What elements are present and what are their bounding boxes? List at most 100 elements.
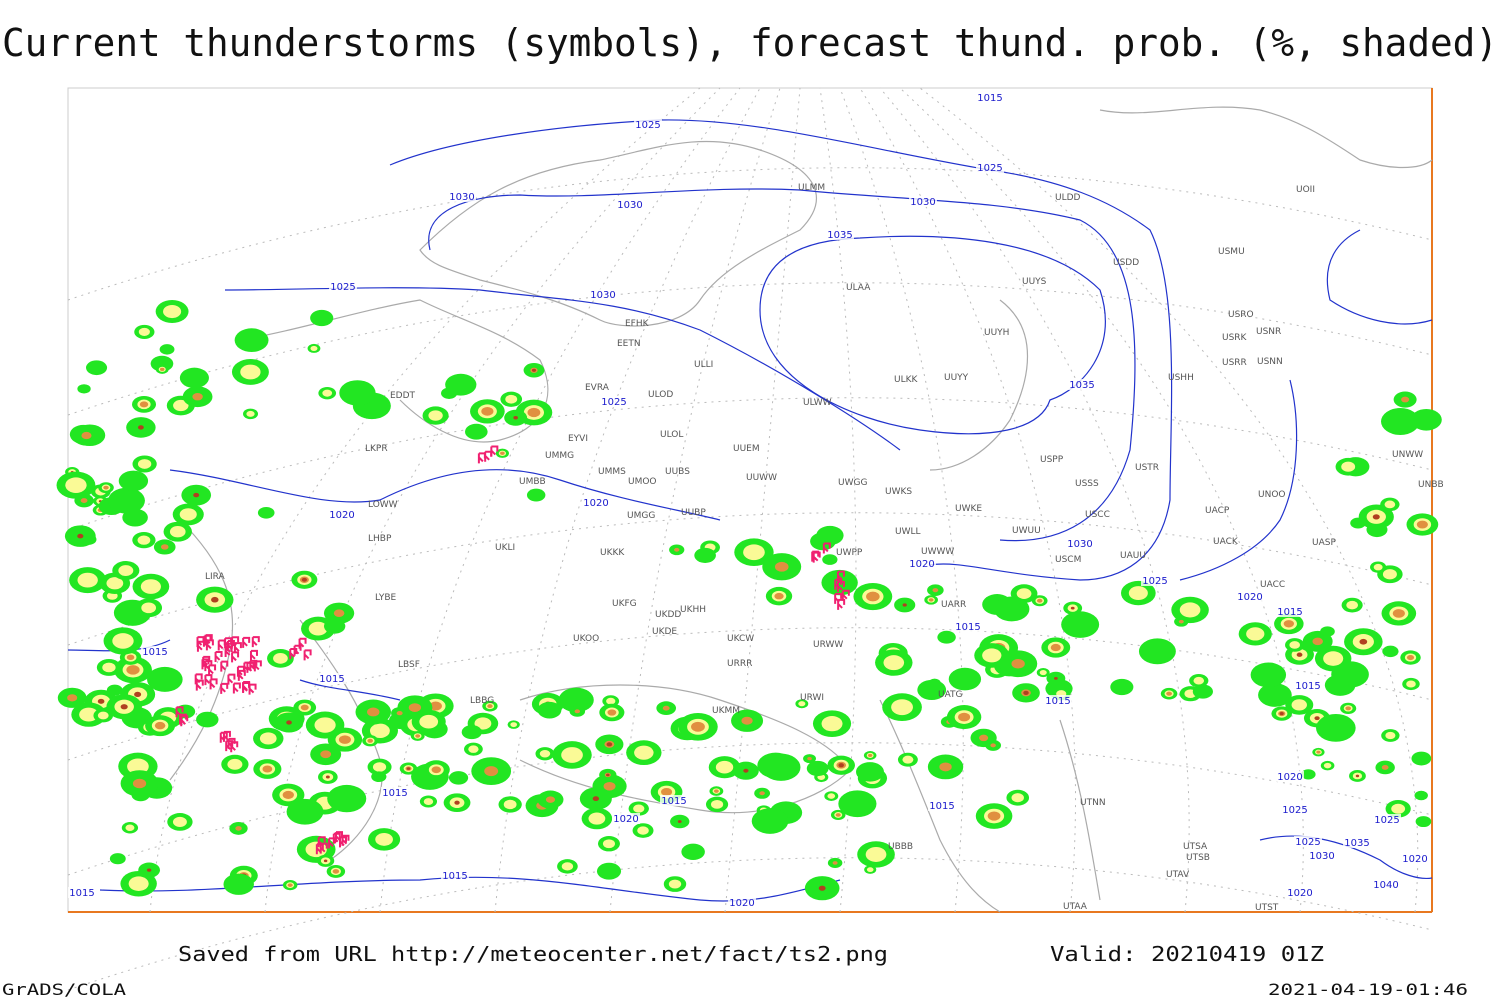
isobar-label: 1025	[977, 163, 1002, 174]
station-label: UUEM	[733, 444, 760, 454]
prob-area	[108, 487, 145, 514]
prob-area	[118, 565, 134, 576]
isobar-label-bg	[1068, 379, 1096, 390]
station-label: ULOD	[648, 390, 673, 400]
prob-area	[633, 804, 645, 813]
station-label: UASP	[1312, 538, 1336, 548]
isobar-label: 1025	[1282, 805, 1307, 816]
coast	[1099, 106, 1433, 169]
prob-area	[1415, 816, 1432, 828]
prob-area	[286, 720, 292, 725]
isobar-label-bg	[1294, 836, 1322, 847]
prob-area	[1246, 627, 1265, 641]
prob-area	[1289, 641, 1301, 649]
station-label: UMGG	[627, 511, 655, 521]
isobar-label: 1020	[329, 510, 354, 521]
prob-area	[865, 846, 887, 862]
prob-area	[902, 603, 907, 607]
prob-area	[1250, 662, 1287, 688]
isobar-label: 1030	[449, 192, 474, 203]
prob-area	[127, 758, 149, 775]
prob-area	[1279, 712, 1284, 716]
isobar-label: 1025	[601, 397, 626, 408]
prob-area	[821, 716, 843, 732]
prob-area	[1406, 680, 1416, 688]
prob-area	[310, 309, 334, 327]
station-label: UKHH	[680, 605, 706, 615]
prob-area	[1392, 609, 1405, 618]
prob-area	[396, 711, 403, 716]
isobar-label-bg	[612, 813, 640, 824]
station-label: LBSF	[398, 660, 420, 670]
isobar-label-bg	[1066, 538, 1094, 549]
prob-area	[423, 798, 434, 805]
station-label: LIRA	[205, 572, 226, 582]
station-label: UWPP	[836, 548, 863, 558]
prob-area	[67, 694, 78, 702]
station-label: UWKE	[955, 504, 982, 514]
prob-area	[325, 775, 330, 779]
prob-area	[838, 790, 877, 818]
graticule-line	[879, 87, 1190, 913]
prob-area	[691, 721, 705, 732]
station-label: UNBB	[1418, 480, 1444, 490]
prob-area	[832, 861, 838, 865]
coast	[879, 699, 1101, 913]
prob-area	[314, 717, 336, 733]
prob-area	[1166, 691, 1172, 696]
prob-area	[1036, 598, 1043, 603]
station-label: USNR	[1256, 327, 1281, 337]
storm-symbol	[220, 682, 229, 694]
isobar	[1179, 379, 1298, 581]
station-label: UBBB	[888, 842, 913, 852]
prob-area	[484, 766, 499, 777]
prob-area	[118, 470, 149, 492]
prob-area	[77, 572, 98, 588]
station-label: LKPR	[365, 444, 388, 454]
storm-symbol	[180, 715, 189, 727]
station-label: LOWW	[368, 500, 398, 510]
prob-area	[103, 485, 109, 490]
prob-area	[262, 765, 273, 773]
prob-area	[320, 750, 332, 759]
prob-area	[1323, 762, 1332, 769]
prob-area	[838, 763, 844, 768]
prob-area	[674, 547, 680, 552]
prob-area	[196, 711, 219, 728]
isobar-label-bg	[1294, 680, 1322, 691]
prob-area	[227, 758, 243, 770]
prob-area	[1023, 690, 1029, 695]
station-label: UKOO	[573, 634, 599, 644]
prob-area	[588, 812, 606, 825]
isobar-label: 1035	[1069, 380, 1094, 391]
isobar-label-bg	[329, 281, 357, 292]
prob-area	[234, 328, 269, 353]
prob-area	[211, 596, 219, 603]
station-label: UACK	[1213, 537, 1239, 547]
prob-area	[1291, 699, 1307, 711]
station-label: UUBS	[665, 467, 690, 477]
prob-area	[106, 684, 123, 696]
prob-area	[1372, 514, 1380, 520]
prob-area	[539, 749, 551, 758]
prob-area	[1350, 517, 1366, 529]
storm-symbol	[214, 650, 223, 662]
prob-area	[1382, 645, 1399, 658]
graticule-line	[67, 857, 1433, 991]
station-label: URRR	[727, 659, 752, 669]
graticule-line	[494, 87, 761, 913]
storm-symbol	[231, 636, 240, 648]
isobar-label-bg	[1141, 575, 1169, 586]
prob-area	[128, 876, 149, 891]
prob-area	[106, 577, 124, 590]
storm-symbol	[834, 578, 843, 590]
prob-area	[179, 508, 197, 521]
station-label: EVRA	[585, 383, 610, 393]
prob-area	[146, 868, 152, 872]
prob-area	[513, 416, 518, 420]
prob-area	[126, 665, 140, 675]
prob-area	[1296, 652, 1303, 657]
station-label: UKDE	[652, 627, 677, 637]
prob-area	[132, 778, 147, 789]
